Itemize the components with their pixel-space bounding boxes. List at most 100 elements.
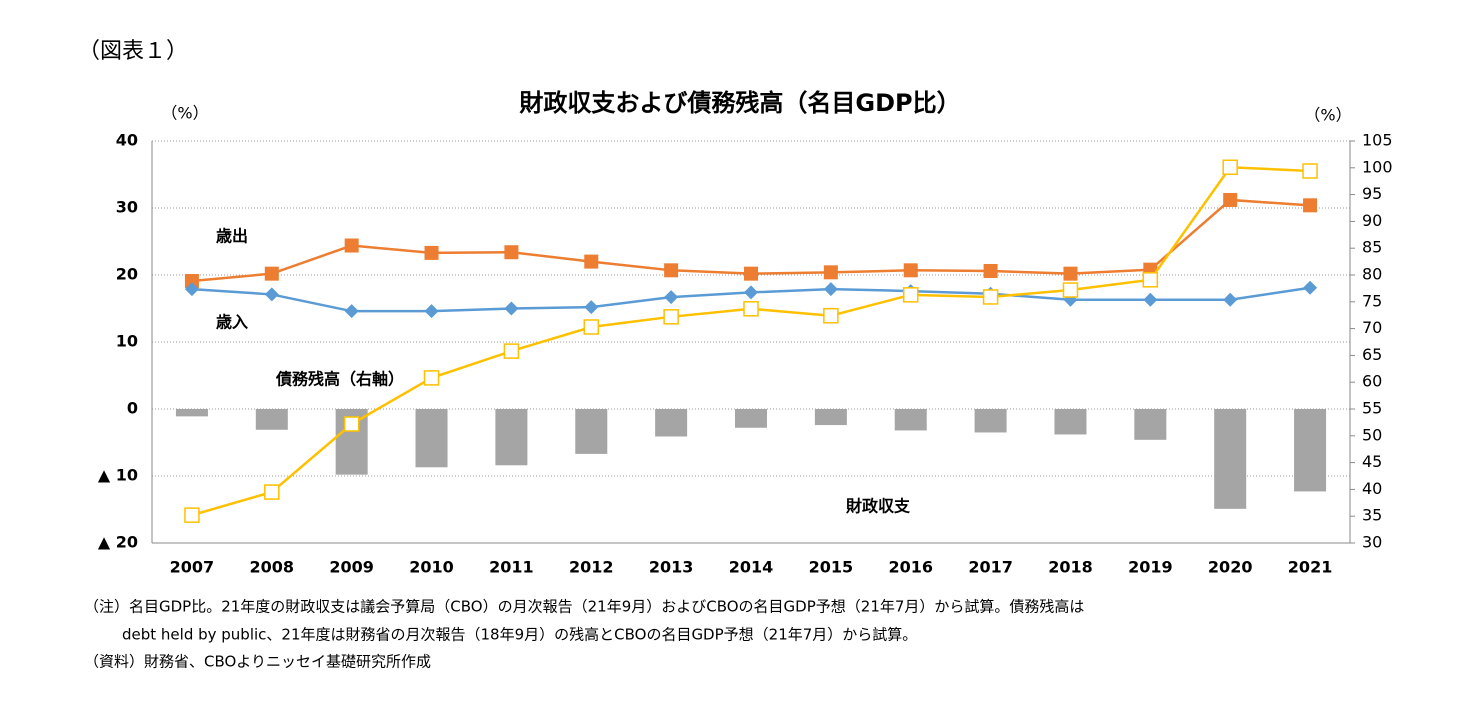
bar xyxy=(1134,409,1167,440)
marker xyxy=(1303,280,1318,295)
y2-tick-label: 50 xyxy=(1362,425,1382,444)
y-tick-label: ▲ 20 xyxy=(98,533,138,552)
bar xyxy=(255,409,288,430)
marker xyxy=(424,245,439,260)
series-label: 歳出 xyxy=(216,227,248,246)
x-tick-label: 2007 xyxy=(170,558,215,577)
marker xyxy=(1143,292,1158,307)
y-tick-label: 10 xyxy=(116,332,138,351)
marker xyxy=(823,282,838,297)
bar xyxy=(175,409,208,417)
marker xyxy=(423,370,440,386)
bar xyxy=(575,409,608,454)
y2-tick-label: 75 xyxy=(1362,291,1382,310)
y2-tick-label: 95 xyxy=(1362,184,1382,203)
marker xyxy=(902,287,919,303)
y-tick-label: 20 xyxy=(116,265,138,284)
marker xyxy=(504,245,519,260)
marker xyxy=(344,238,359,253)
x-tick-label: 2014 xyxy=(729,558,774,577)
y2-tick-label: 30 xyxy=(1362,533,1382,552)
x-tick-label: 2015 xyxy=(809,558,854,577)
x-tick-label: 2013 xyxy=(649,558,694,577)
marker xyxy=(264,484,280,500)
marker xyxy=(823,307,839,324)
marker xyxy=(982,289,999,305)
bar xyxy=(495,409,528,466)
y2-tick-label: 55 xyxy=(1362,399,1382,418)
chart-title: 財政収支および債務残高（名目GDP比） xyxy=(519,89,960,117)
y2-tick-label: 35 xyxy=(1362,506,1382,525)
marker xyxy=(1223,192,1238,207)
bar xyxy=(1054,409,1087,435)
y2-tick-label: 105 xyxy=(1362,131,1393,150)
bar xyxy=(974,409,1007,433)
bar xyxy=(655,409,688,437)
x-tick-label: 2018 xyxy=(1048,558,1093,577)
marker xyxy=(744,285,758,300)
x-tick-label: 2012 xyxy=(569,558,614,577)
marker xyxy=(744,266,758,281)
note: （資料）財務省、CBOよりニッセイ基礎研究所作成 xyxy=(84,653,431,671)
y-tick-label: 40 xyxy=(116,131,138,150)
figure-label: （図表１） xyxy=(78,39,188,64)
series-label: 債務残高（右軸） xyxy=(275,370,404,389)
y-axis-label: （%） xyxy=(161,104,208,123)
series-label: 歳入 xyxy=(216,313,248,332)
bar xyxy=(735,409,767,428)
y-tick-label: 30 xyxy=(116,198,138,217)
x-tick-label: 2020 xyxy=(1208,558,1253,577)
marker xyxy=(504,301,519,316)
marker xyxy=(264,266,279,281)
marker xyxy=(663,309,679,325)
x-tick-label: 2011 xyxy=(489,558,534,577)
note: （注）名目GDP比。21年度の財政収支は議会予算局（CBO）の月次報告（21年9… xyxy=(84,598,1084,616)
x-tick-label: 2019 xyxy=(1128,558,1173,577)
x-tick-label: 2021 xyxy=(1288,558,1333,577)
marker xyxy=(264,287,279,302)
y2-tick-label: 60 xyxy=(1362,372,1382,391)
marker xyxy=(343,416,360,432)
marker xyxy=(184,507,200,523)
marker xyxy=(184,282,199,297)
y2-tick-label: 85 xyxy=(1362,238,1382,257)
x-tick-label: 2008 xyxy=(250,558,295,577)
y-tick-label: ▲ 10 xyxy=(98,466,138,485)
marker xyxy=(583,319,600,335)
x-tick-label: 2010 xyxy=(409,558,454,577)
marker xyxy=(664,263,679,278)
marker xyxy=(1063,266,1078,281)
series-label: 財政収支 xyxy=(846,497,911,516)
y-tick-label: 0 xyxy=(127,399,138,418)
x-tick-label: 2017 xyxy=(968,558,1013,577)
y2-tick-label: 100 xyxy=(1362,157,1393,176)
marker xyxy=(983,263,998,278)
y2-tick-label: 80 xyxy=(1362,265,1382,284)
y2-tick-label: 45 xyxy=(1362,452,1382,471)
x-tick-label: 2009 xyxy=(329,558,374,577)
bar xyxy=(415,409,448,468)
y2-axis-label: （%） xyxy=(1304,106,1351,125)
bar xyxy=(814,409,847,426)
marker xyxy=(1302,163,1318,179)
marker xyxy=(664,290,679,305)
marker xyxy=(584,254,599,269)
y2-tick-label: 40 xyxy=(1362,479,1382,498)
marker xyxy=(424,304,439,319)
marker xyxy=(743,301,759,317)
bar xyxy=(894,409,927,431)
marker xyxy=(1223,292,1238,307)
note: debt held by public、21年度は財務省の月次報告（18年9月）… xyxy=(122,626,917,644)
y2-tick-label: 65 xyxy=(1362,345,1382,364)
marker xyxy=(1303,198,1318,213)
marker xyxy=(1222,159,1238,176)
y2-tick-label: 90 xyxy=(1362,211,1382,230)
marker xyxy=(903,263,918,278)
marker xyxy=(503,343,520,359)
marker xyxy=(1142,272,1159,288)
bar xyxy=(1294,409,1327,492)
bar xyxy=(1214,409,1247,509)
marker xyxy=(1062,282,1079,298)
y2-tick-label: 70 xyxy=(1362,318,1382,337)
